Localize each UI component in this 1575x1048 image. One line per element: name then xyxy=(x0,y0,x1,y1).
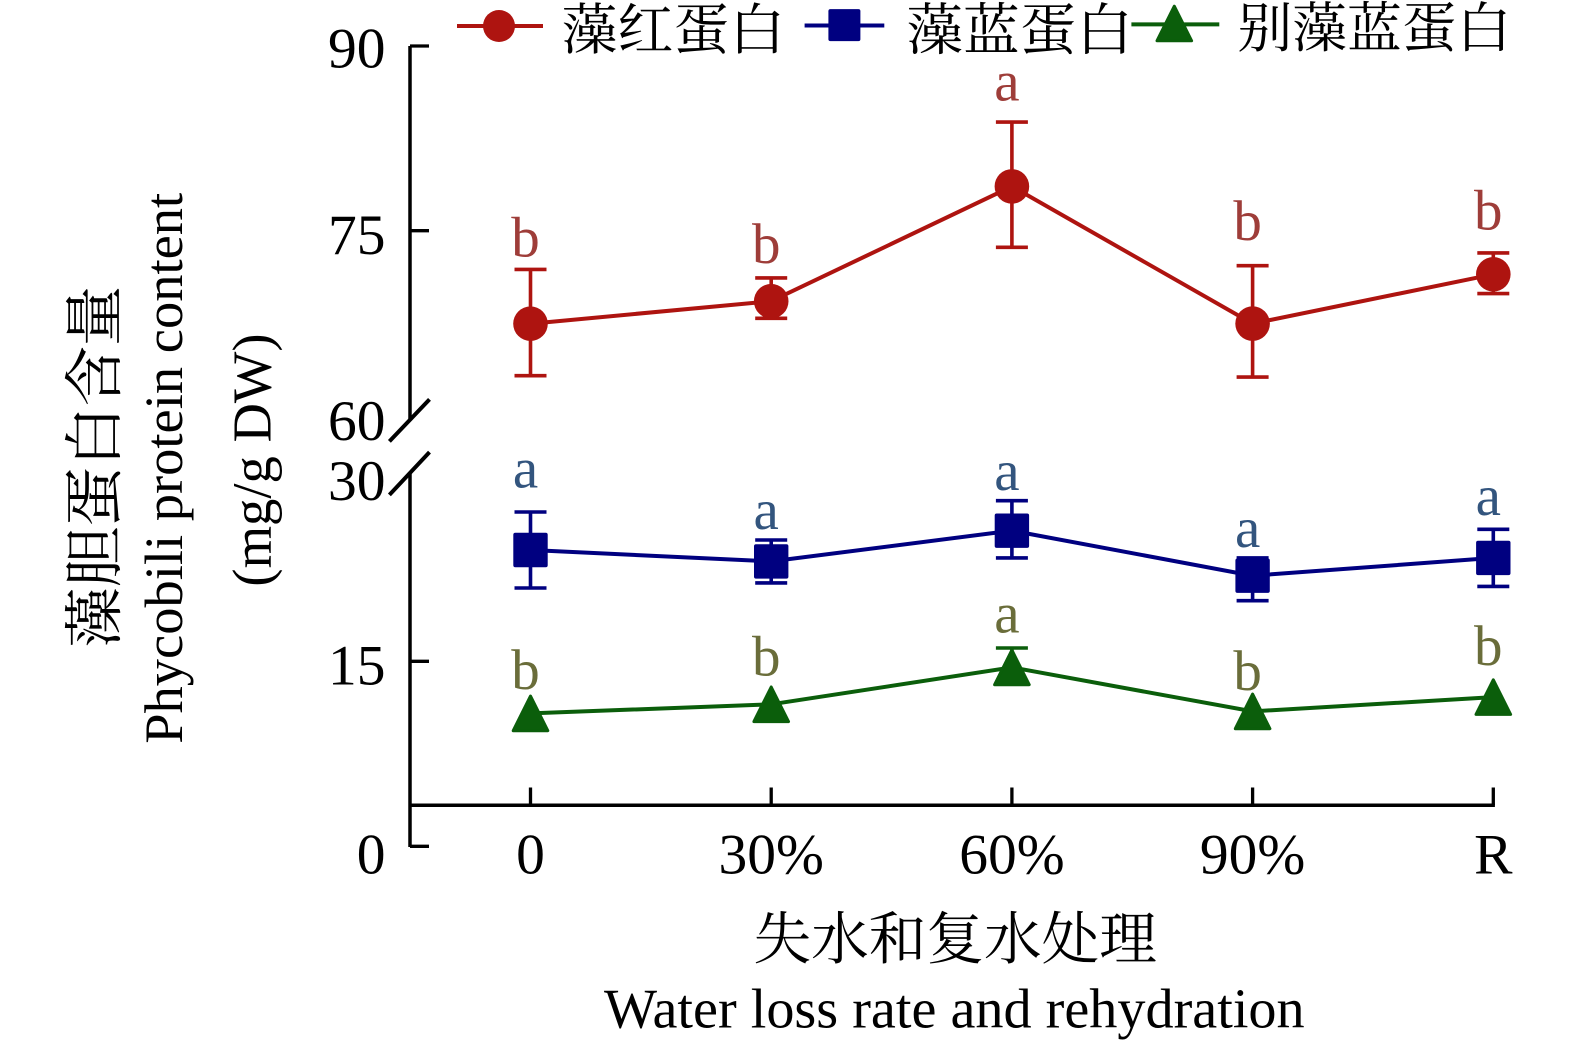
svg-text:75: 75 xyxy=(328,204,386,267)
svg-text:30: 30 xyxy=(328,450,386,513)
svg-text:0: 0 xyxy=(516,824,545,887)
svg-text:(mg/g DW): (mg/g DW) xyxy=(221,333,282,586)
svg-text:15: 15 xyxy=(328,635,386,698)
svg-text:60%: 60% xyxy=(959,824,1064,887)
svg-text:b: b xyxy=(752,213,781,276)
svg-text:b: b xyxy=(1233,640,1262,703)
svg-text:b: b xyxy=(1474,179,1503,242)
svg-text:b: b xyxy=(1474,615,1503,678)
svg-text:b: b xyxy=(511,639,540,702)
svg-text:a: a xyxy=(1476,465,1501,528)
svg-text:a: a xyxy=(1235,497,1260,560)
svg-text:0: 0 xyxy=(357,823,386,886)
svg-text:Phycobili protein content: Phycobili protein content xyxy=(133,193,194,744)
svg-text:R: R xyxy=(1474,824,1513,887)
svg-text:30%: 30% xyxy=(718,824,823,887)
svg-text:a: a xyxy=(994,440,1019,503)
svg-text:b: b xyxy=(511,207,540,270)
svg-text:90: 90 xyxy=(328,18,386,81)
svg-text:b: b xyxy=(1233,190,1262,253)
svg-text:60: 60 xyxy=(328,390,386,453)
svg-text:b: b xyxy=(752,626,781,689)
svg-text:Water loss rate and rehydratio: Water loss rate and rehydration xyxy=(604,979,1305,1041)
svg-text:a: a xyxy=(994,582,1019,645)
svg-text:a: a xyxy=(513,437,538,500)
svg-text:a: a xyxy=(754,479,779,542)
svg-text:a: a xyxy=(994,51,1019,114)
svg-text:90%: 90% xyxy=(1200,824,1305,887)
